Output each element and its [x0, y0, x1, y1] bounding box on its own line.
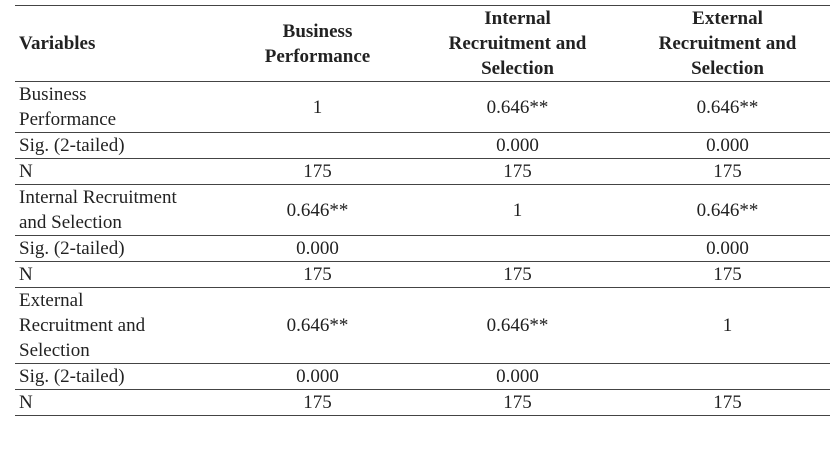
table-cell: 0.000	[410, 363, 625, 390]
cell-text: Internal Recruitment and Selection	[19, 187, 177, 233]
table-cell: External Recruitment and Selection	[15, 287, 225, 364]
table-cell: 175	[225, 158, 410, 185]
header-cell: Internal Recruitment and Selection	[410, 5, 625, 82]
table-row: Business Performance 1 0.646** 0.646**	[15, 81, 830, 133]
table-cell: 0.646**	[625, 184, 830, 236]
table-cell: 175	[410, 158, 625, 185]
table-cell: 175	[225, 261, 410, 288]
cell-text: Business Performance	[19, 84, 117, 130]
table-cell: 0.646**	[410, 287, 625, 364]
cell-text: Business Performance	[264, 20, 371, 67]
cell-text: 0.646**	[486, 315, 549, 336]
cell-text: N	[19, 161, 33, 182]
table-cell: 0.646**	[410, 81, 625, 133]
table-row: Sig. (2-tailed) 0.000 0.000	[15, 235, 830, 262]
cell-text: 175	[303, 161, 332, 182]
cell-text: 0.000	[496, 366, 539, 387]
table-row: Internal Recruitment and Selection 0.646*…	[15, 184, 830, 236]
cell-text: Sig. (2-tailed)	[19, 366, 125, 387]
table-cell: 0.646**	[625, 81, 830, 133]
table-cell: 175	[625, 389, 830, 416]
cell-text: External Recruitment and Selection	[658, 8, 797, 79]
cell-text: 0.646**	[286, 199, 349, 221]
table-cell: 0.000	[225, 363, 410, 390]
table-cell: Sig. (2-tailed)	[15, 235, 225, 262]
cell-text: 175	[303, 264, 332, 285]
table-cell: N	[15, 158, 225, 185]
table-row: N 175 175 175	[15, 261, 830, 288]
table-cell: 0.646**	[225, 287, 410, 364]
table-header: Variables Business Performance Internal Re…	[15, 5, 830, 82]
table-cell: 1	[410, 184, 625, 236]
cell-text: 175	[713, 392, 742, 413]
table-row: Sig. (2-tailed) 0.000 0.000	[15, 363, 830, 390]
correlation-table: Variables Business Performance Internal Re…	[15, 5, 830, 416]
table-cell: Sig. (2-tailed)	[15, 132, 225, 159]
table-cell: 175	[225, 389, 410, 416]
table-cell	[625, 363, 830, 390]
cell-text: N	[19, 392, 33, 413]
cell-text: 0.000	[296, 238, 339, 259]
cell-text: 0.000	[296, 366, 339, 387]
cell-text: 0.646**	[486, 96, 549, 118]
cell-text: 0.646**	[286, 315, 349, 336]
table-row: External Recruitment and Selection 0.646*…	[15, 287, 830, 364]
cell-text: 1	[312, 96, 323, 118]
table-cell: Business Performance	[15, 81, 225, 133]
cell-text: 175	[503, 161, 532, 182]
cell-text: External Recruitment and Selection	[19, 290, 146, 361]
table-cell: 1	[225, 81, 410, 133]
table-cell: N	[15, 261, 225, 288]
cell-text: 1	[722, 315, 733, 336]
table-cell: 0.000	[625, 132, 830, 159]
header-cell: External Recruitment and Selection	[625, 5, 830, 82]
cell-text: 175	[503, 264, 532, 285]
cell-text: Variables	[19, 33, 96, 54]
table-cell: 0.000	[225, 235, 410, 262]
table-cell	[410, 235, 625, 262]
cell-text: 1	[512, 199, 523, 221]
table-cell: 1	[625, 287, 830, 364]
table-cell: 0.000	[625, 235, 830, 262]
cell-text: Sig. (2-tailed)	[19, 238, 125, 259]
cell-text: 175	[503, 392, 532, 413]
cell-text: 175	[713, 264, 742, 285]
table-cell: 175	[410, 389, 625, 416]
table-row: N 175 175 175	[15, 158, 830, 185]
cell-text: Internal Recruitment and Selection	[448, 8, 587, 79]
cell-text: 0.646**	[696, 199, 759, 221]
cell-text: 175	[713, 161, 742, 182]
header-cell: Variables	[15, 5, 225, 82]
header-cell: Business Performance	[225, 5, 410, 82]
table-cell: 175	[410, 261, 625, 288]
table-cell: 175	[625, 158, 830, 185]
header-row: Variables Business Performance Internal Re…	[15, 5, 830, 82]
table-cell: Sig. (2-tailed)	[15, 363, 225, 390]
cell-text: 0.000	[706, 135, 749, 156]
table-cell: N	[15, 389, 225, 416]
cell-text: 0.000	[496, 135, 539, 156]
cell-text: 175	[303, 392, 332, 413]
cell-text: Sig. (2-tailed)	[19, 135, 125, 156]
cell-text: 0.646**	[696, 96, 759, 118]
table-row: Sig. (2-tailed) 0.000 0.000	[15, 132, 830, 159]
table-cell	[225, 132, 410, 159]
cell-text: 0.000	[706, 238, 749, 259]
table-row: N 175 175 175	[15, 389, 830, 416]
table-cell: 0.646**	[225, 184, 410, 236]
cell-text: N	[19, 264, 33, 285]
table-cell: Internal Recruitment and Selection	[15, 184, 225, 236]
table-cell: 175	[625, 261, 830, 288]
table-body: Business Performance 1 0.646** 0.646** Sig. …	[15, 81, 830, 416]
table-cell: 0.000	[410, 132, 625, 159]
